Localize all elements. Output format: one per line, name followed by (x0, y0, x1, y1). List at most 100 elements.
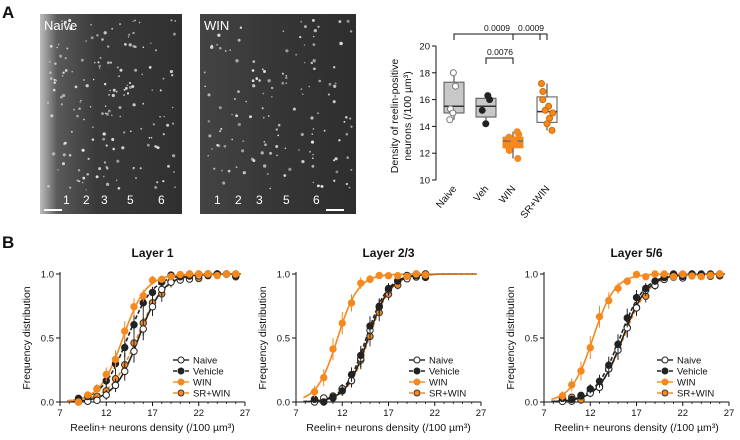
cell-dot (277, 123, 281, 127)
cdf-data-point (577, 392, 585, 400)
cell-dot (92, 78, 95, 81)
cdf-x-tick-label: 22 (677, 408, 688, 419)
cell-dot (53, 81, 56, 84)
box-data-point (511, 140, 519, 148)
cell-dot (128, 43, 132, 47)
cdf-data-point (586, 385, 594, 393)
cell-dot (317, 25, 320, 28)
cell-dot (231, 113, 233, 116)
cell-dot (55, 79, 58, 82)
box-y-tick-label: 10 (419, 176, 430, 187)
cell-dot (311, 164, 315, 168)
box-data-point (478, 106, 486, 114)
cell-dot (299, 36, 302, 39)
cell-dot (109, 89, 111, 92)
cell-dot (111, 93, 115, 98)
cell-dot (71, 70, 73, 73)
legend-marker (413, 367, 421, 375)
cell-dot (308, 85, 311, 88)
cell-dot (349, 117, 352, 120)
cdf-data-point (642, 273, 650, 281)
cell-dot (203, 71, 206, 74)
cell-dot (332, 66, 336, 69)
layer1-cdf-chart: Layer 1 0.0 0.5 1.0 7 12 17 22 27 Reelin+ neurons… (21, 246, 250, 434)
cell-dot (333, 84, 337, 88)
cell-dot (81, 181, 84, 184)
cell-dot (316, 112, 320, 115)
cell-dot (334, 157, 338, 161)
cdf-data-point (642, 284, 650, 293)
box-ylabel-line1: Density of reelin-positive (389, 59, 401, 174)
cell-dot (57, 43, 60, 46)
legend-marker (413, 389, 421, 397)
cell-dot (110, 114, 113, 117)
cell-dot (62, 71, 65, 74)
cdf-x-tick-label: 17 (147, 408, 158, 419)
cell-dot (142, 102, 145, 105)
cdf-y-tick-label: 0.5 (277, 334, 290, 345)
cell-dot (101, 38, 104, 41)
legend-label: WIN (677, 378, 696, 389)
cell-dot (220, 169, 223, 172)
box-data-point (446, 116, 454, 124)
cdf-data-point (204, 270, 212, 278)
cdf-data-point (568, 381, 576, 389)
cell-dot (343, 120, 346, 123)
cell-dot (281, 81, 285, 85)
cdf-x-tick-label: 27 (724, 408, 735, 419)
cdf-data-point (213, 271, 221, 280)
cell-dot (150, 136, 153, 139)
cell-dot (311, 133, 314, 135)
cell-dot (320, 184, 324, 188)
box-y-tick-label: 16 (419, 95, 430, 106)
cell-dot (263, 116, 265, 119)
cell-dot (295, 53, 298, 56)
cdf-title: Layer 5/6 (610, 246, 662, 260)
cell-dot (171, 74, 174, 77)
box-category-label: SR+WIN (519, 184, 553, 221)
cell-dot (227, 169, 231, 173)
cell-dot (128, 85, 132, 89)
cell-dot (106, 61, 110, 65)
cell-dot (101, 112, 104, 115)
cell-dot (235, 59, 239, 63)
cdf-x-tick-label: 7 (293, 408, 298, 419)
cell-dot (112, 147, 115, 151)
reelin-density-boxplot: Density of reelin-positive neurons (/100… (389, 23, 558, 221)
legend-marker (177, 356, 185, 364)
legend-label: SR+WIN (429, 389, 466, 400)
cell-dot (78, 180, 81, 183)
cdf-data-point (623, 314, 631, 322)
cdf-data-point (412, 270, 420, 278)
cell-dot (103, 31, 107, 35)
cell-dot (139, 167, 142, 170)
cell-dot (172, 170, 175, 173)
cell-dot (64, 56, 67, 60)
cell-dot (140, 127, 143, 130)
cdf-title: Layer 1 (131, 246, 173, 260)
legend-label: Naive (429, 356, 453, 367)
cell-dot (56, 46, 58, 49)
cell-dot (159, 115, 162, 118)
cell-dot (288, 167, 292, 172)
cell-dot (132, 103, 136, 107)
cell-dot (338, 20, 342, 24)
cell-dot (103, 161, 107, 164)
cdf-data-point (102, 391, 110, 399)
cell-dot (105, 144, 108, 147)
cell-dot (245, 100, 247, 103)
cell-dot (117, 186, 121, 190)
cell-dot (162, 77, 165, 80)
layer-label-3: 3 (256, 193, 263, 207)
cell-dot (102, 175, 105, 178)
cdf-data-point (632, 270, 641, 279)
cell-dot (312, 59, 316, 63)
layer-label-5: 5 (127, 193, 134, 207)
cdf-data-point (558, 392, 567, 400)
cdf-x-tick-label: 27 (240, 408, 251, 419)
cell-dot (115, 179, 118, 182)
cdf-data-point (632, 293, 641, 302)
box-data-point (452, 82, 459, 90)
cell-dot (49, 77, 53, 80)
